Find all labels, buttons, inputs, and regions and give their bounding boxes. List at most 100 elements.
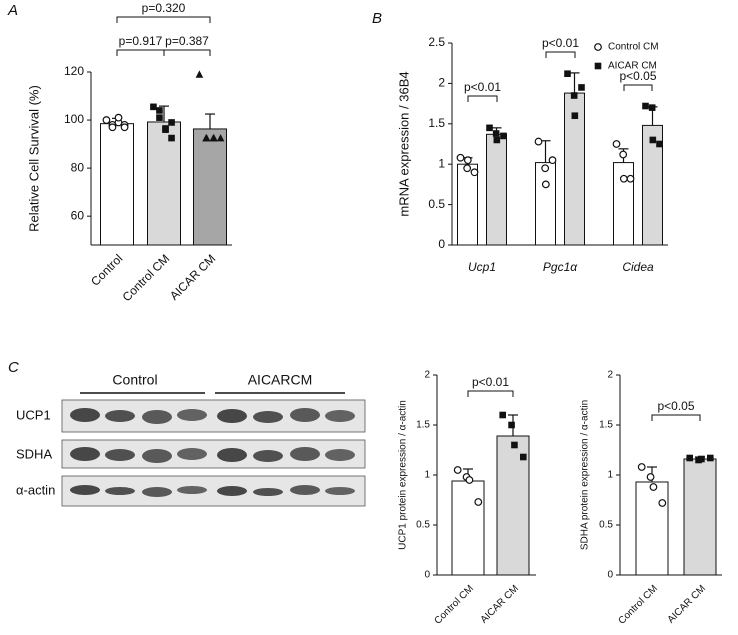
data-point — [649, 483, 658, 491]
data-point — [465, 476, 474, 484]
bar — [193, 128, 227, 246]
data-point — [216, 134, 225, 142]
significance-bracket — [651, 414, 701, 421]
bar — [642, 124, 663, 246]
blot-band — [290, 447, 320, 461]
data-point — [578, 84, 585, 91]
data-point — [463, 164, 472, 173]
data-point — [570, 92, 578, 99]
data-point — [648, 104, 656, 111]
blot-band — [70, 485, 100, 495]
data-point — [195, 70, 204, 78]
data-point — [548, 156, 557, 165]
y-tick-label: 0.5 — [599, 520, 613, 531]
y-tick-label: 0.5 — [428, 197, 445, 211]
data-point — [619, 174, 628, 183]
data-point — [571, 112, 579, 120]
data-point — [156, 107, 163, 114]
annotation: p<0.01 — [472, 375, 509, 389]
data-point — [646, 473, 655, 481]
annotation: p=0.320 — [142, 1, 186, 15]
legend-label: AICAR CM — [608, 61, 657, 72]
blot-band — [70, 447, 100, 461]
blot-band — [325, 487, 355, 495]
data-point — [492, 130, 500, 137]
blot-band — [105, 410, 135, 422]
y-tick-label: 1 — [607, 470, 613, 481]
y-tick-label: 0 — [438, 237, 445, 251]
y-axis-title: SDHA protein expression / α-actin — [580, 400, 591, 550]
data-point — [511, 441, 518, 449]
significance-bracket — [163, 49, 211, 56]
bar — [100, 123, 134, 246]
blot-band — [70, 408, 100, 422]
annotation: p<0.01 — [464, 80, 501, 94]
data-point — [168, 119, 175, 126]
blot-band — [177, 448, 207, 460]
blot-band — [177, 409, 207, 421]
data-point — [493, 136, 501, 144]
blot-group-label: Control — [112, 372, 157, 388]
panel-label: C — [8, 359, 19, 376]
data-point — [626, 174, 635, 183]
blot-band — [105, 449, 135, 461]
data-point — [534, 137, 543, 146]
y-tick-label: 2 — [438, 76, 445, 90]
significance-bracket — [623, 84, 653, 91]
legend-label: Control CM — [608, 42, 659, 53]
bar — [683, 458, 717, 576]
y-tick-label: 2.5 — [428, 35, 445, 49]
blot-band — [217, 486, 247, 496]
annotation: p<0.05 — [619, 69, 656, 83]
y-tick-label: 2 — [607, 370, 613, 381]
data-point — [108, 123, 117, 132]
x-tick-label: Pgc1α — [543, 260, 578, 274]
panel-label: A — [7, 2, 18, 19]
data-point — [686, 454, 693, 462]
y-tick-label: 1 — [424, 470, 430, 481]
y-tick-label: 0.5 — [416, 520, 430, 531]
data-point — [162, 126, 169, 133]
y-tick-label: 120 — [64, 64, 84, 78]
y-tick-label: 0 — [424, 570, 430, 581]
data-point — [202, 134, 211, 142]
data-point — [168, 134, 175, 142]
blot-band — [142, 487, 172, 497]
data-point — [541, 180, 550, 189]
data-point — [658, 499, 667, 507]
data-point — [612, 140, 621, 148]
annotation: p=0.917 — [119, 34, 163, 48]
bar — [147, 121, 181, 246]
data-point — [453, 466, 462, 474]
blot-band — [253, 411, 283, 423]
significance-bracket — [467, 95, 498, 102]
blot-band — [325, 410, 355, 422]
data-point — [642, 102, 649, 110]
data-point — [619, 150, 628, 159]
data-point — [456, 153, 465, 162]
data-point — [156, 114, 163, 121]
x-tick-label: Control — [88, 251, 125, 288]
blot-row-label: SDHA — [16, 446, 52, 461]
blot-band — [142, 449, 172, 463]
blot-band — [253, 450, 283, 462]
data-point — [120, 123, 129, 132]
blot-band — [253, 488, 283, 496]
data-point — [499, 411, 506, 419]
y-tick-label: 2 — [424, 370, 430, 381]
blot-band — [290, 485, 320, 495]
data-point — [637, 463, 646, 471]
y-tick-label: 60 — [71, 208, 85, 222]
bar — [535, 162, 556, 246]
blot-band — [105, 487, 135, 495]
y-tick-label: 1.5 — [599, 420, 613, 431]
data-point — [698, 455, 705, 463]
data-point — [707, 454, 714, 462]
blot-row-label: UCP1 — [16, 407, 51, 422]
x-tick-label: Cidea — [622, 260, 654, 274]
significance-bracket — [545, 51, 576, 58]
y-tick-label: 1 — [438, 156, 445, 170]
bar — [457, 163, 478, 246]
x-tick-label: AICAR CM — [479, 583, 521, 625]
